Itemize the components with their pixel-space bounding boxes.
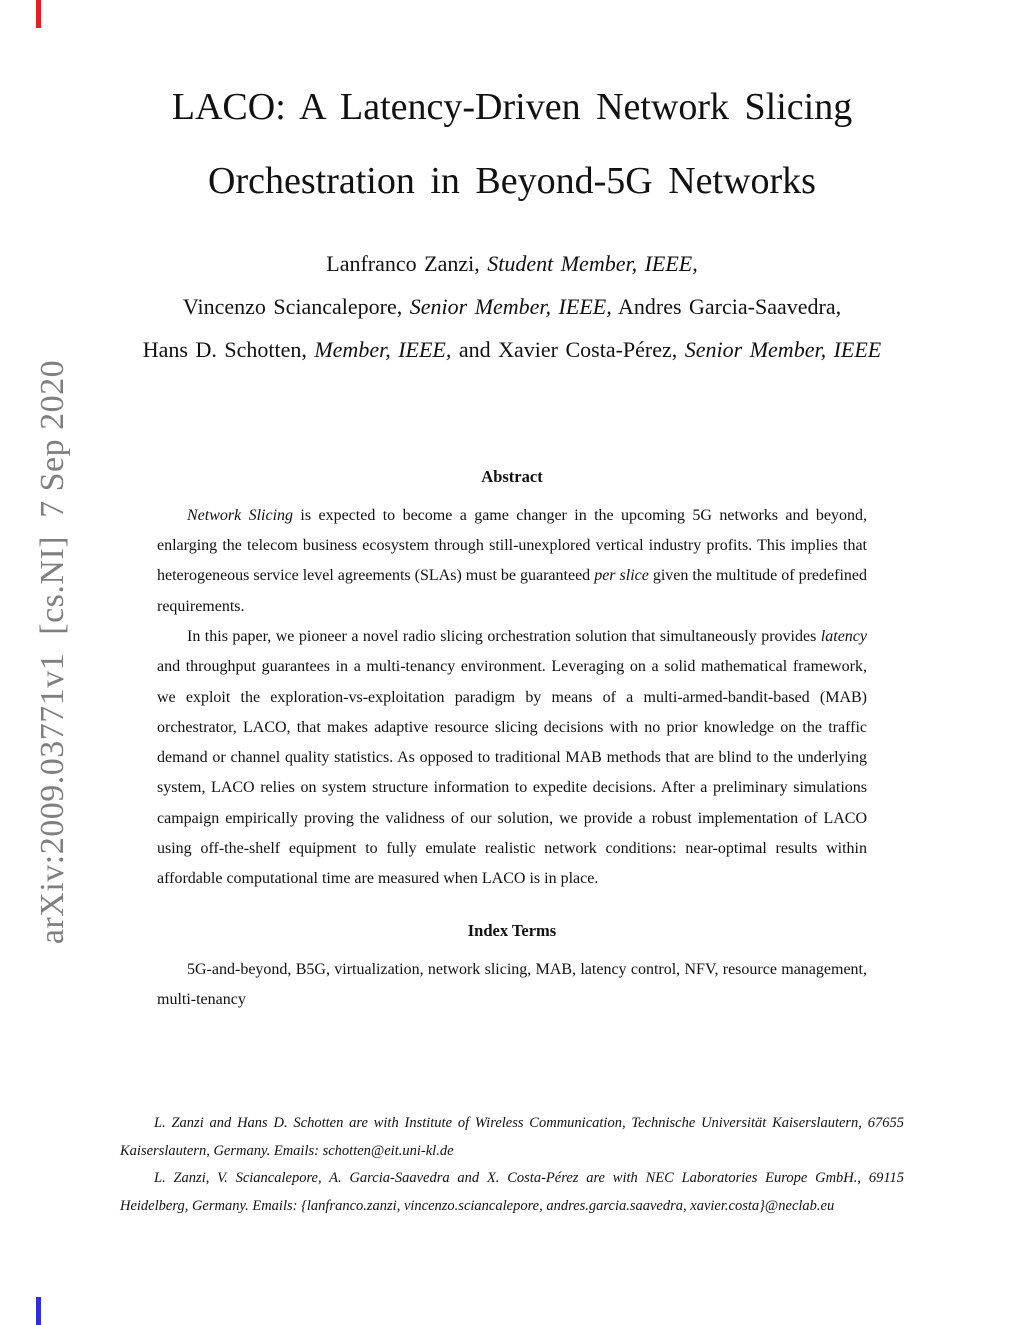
paper-title: LACO: A Latency-Driven Network Slicing O… — [0, 0, 1024, 202]
text-segment: per slice — [594, 567, 649, 585]
paper-title-line-1: LACO: A Latency-Driven Network Slicing — [171, 86, 853, 128]
footnote-block: L. Zanzi and Hans D. Schotten are with I… — [120, 1110, 904, 1220]
text-segment: Vincenzo Sciancalepore, — [182, 293, 410, 319]
text-segment: Student Member, IEEE, — [487, 250, 698, 276]
index-terms-text: 5G-and-beyond, B5G, virtualization, netw… — [157, 960, 867, 1008]
paper-title-line-2: Orchestration in Beyond-5G Networks — [208, 159, 816, 202]
text-segment: Senior Member, IEEE — [684, 336, 882, 362]
author-line-1: Lanfranco Zanzi, Student Member, IEEE, — [0, 242, 1024, 285]
text-segment: Senior Member, IEEE, — [409, 293, 612, 319]
text-segment: given the multitude of predefined requir… — [157, 567, 868, 615]
author-line-3: Hans D. Schotten, Member, IEEE, and Xavi… — [0, 328, 1024, 371]
footnote-affiliation-2: L. Zanzi, V. Sciancalepore, A. Garcia-Sa… — [120, 1170, 904, 1214]
abstract-paragraph-2: In this paper, we pioneer a novel radio … — [157, 622, 867, 895]
text-segment: and throughput guarantees in a multi-ten… — [157, 658, 867, 888]
footnote-affiliation-1: L. Zanzi and Hans D. Schotten are with I… — [120, 1115, 904, 1159]
text-segment: is expected to become a game changer in … — [157, 506, 868, 585]
abstract-heading: Abstract — [481, 466, 543, 486]
abstract-paragraph-1: Network Slicing is expected to become a … — [157, 501, 867, 622]
page-edge-mark-bottom — [36, 1297, 41, 1325]
abstract-body: Network Slicing is expected to become a … — [157, 501, 867, 895]
text-segment: Lanfranco Zanzi, — [326, 250, 488, 276]
page-edge-mark-top — [36, 0, 41, 28]
text-segment: and Xavier Costa-Pérez, — [451, 336, 685, 362]
index-terms-body: 5G-and-beyond, B5G, virtualization, netw… — [157, 955, 867, 1016]
arxiv-stamp: arXiv:2009.03771v1 [cs.NI] 7 Sep 2020 — [34, 359, 71, 945]
text-segment: Andres Garcia-Saavedra, — [611, 293, 842, 319]
author-block: Lanfranco Zanzi, Student Member, IEEE, V… — [0, 242, 1024, 371]
text-segment: latency — [820, 627, 867, 645]
text-segment: Hans D. Schotten, — [142, 336, 315, 362]
author-line-2: Vincenzo Sciancalepore, Senior Member, I… — [0, 285, 1024, 328]
text-segment: In this paper, we pioneer a novel radio … — [187, 627, 821, 645]
text-segment: Network Slicing — [187, 506, 294, 524]
index-terms-heading: Index Terms — [467, 920, 557, 940]
text-segment: Member, IEEE, — [314, 336, 452, 362]
